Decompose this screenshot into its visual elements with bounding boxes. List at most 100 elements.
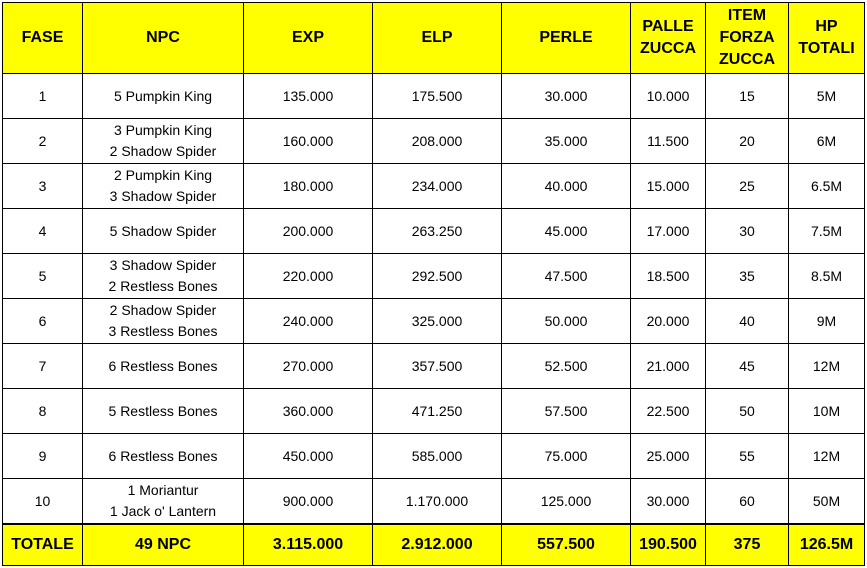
npc-line: 2 Pumpkin King bbox=[113, 167, 213, 183]
cell-palle: 11.500 bbox=[630, 118, 706, 164]
cell-elp: 471.250 bbox=[372, 388, 502, 434]
cell-npc: 5 Shadow Spider bbox=[82, 208, 244, 254]
npc-line: 5 Restless Bones bbox=[108, 402, 218, 419]
cell-hp: 10M bbox=[788, 388, 865, 434]
cell-hp: 9M bbox=[788, 298, 865, 344]
cell-elp: 357.500 bbox=[372, 343, 502, 389]
table-row: 4 5 Shadow Spider 200.000 263.250 45.000 17.0… bbox=[2, 208, 865, 254]
totals-npc: 49 NPC bbox=[82, 523, 244, 566]
cell-palle: 15.000 bbox=[630, 163, 706, 209]
table-row: 10 1 Moriantur 1 Jack o' Lantern 900.000 1.1… bbox=[2, 478, 865, 525]
cell-hp: 12M bbox=[788, 343, 865, 389]
cell-elp: 263.250 bbox=[372, 208, 502, 254]
cell-fase: 9 bbox=[2, 433, 83, 479]
totals-perle: 557.500 bbox=[501, 523, 631, 566]
cell-item: 15 bbox=[705, 73, 789, 119]
cell-elp: 292.500 bbox=[372, 253, 502, 299]
cell-exp: 450.000 bbox=[243, 433, 373, 479]
header-item-forza-zucca: ITEM FORZA ZUCCA bbox=[705, 2, 789, 74]
cell-palle: 20.000 bbox=[630, 298, 706, 344]
table-row: 6 2 Shadow Spider 3 Restless Bones 240.000 3… bbox=[2, 298, 865, 344]
header-item-line2: FORZA bbox=[719, 29, 775, 46]
totals-exp: 3.115.000 bbox=[243, 523, 373, 566]
cell-npc: 1 Moriantur 1 Jack o' Lantern bbox=[82, 478, 244, 525]
cell-hp: 8.5M bbox=[788, 253, 865, 299]
header-exp: EXP bbox=[243, 2, 373, 74]
cell-item: 60 bbox=[705, 478, 789, 525]
cell-item: 50 bbox=[705, 388, 789, 434]
cell-palle: 17.000 bbox=[630, 208, 706, 254]
cell-palle: 25.000 bbox=[630, 433, 706, 479]
npc-line: 6 Restless Bones bbox=[108, 357, 218, 374]
cell-item: 40 bbox=[705, 298, 789, 344]
cell-exp: 180.000 bbox=[243, 163, 373, 209]
cell-fase: 1 bbox=[2, 73, 83, 119]
header-item-line3: ZUCCA bbox=[719, 51, 775, 68]
cell-exp: 200.000 bbox=[243, 208, 373, 254]
cell-palle: 18.500 bbox=[630, 253, 706, 299]
cell-npc: 2 Shadow Spider 3 Restless Bones bbox=[82, 298, 244, 344]
cell-elp: 208.000 bbox=[372, 118, 502, 164]
npc-line: 6 Restless Bones bbox=[108, 447, 218, 464]
cell-elp: 175.500 bbox=[372, 73, 502, 119]
npc-line: 3 Restless Bones bbox=[108, 323, 218, 339]
cell-item: 20 bbox=[705, 118, 789, 164]
cell-elp: 325.000 bbox=[372, 298, 502, 344]
cell-perle: 125.000 bbox=[501, 478, 631, 525]
cell-exp: 270.000 bbox=[243, 343, 373, 389]
table-row: 8 5 Restless Bones 360.000 471.250 57.500 22.… bbox=[2, 388, 865, 434]
cell-perle: 52.500 bbox=[501, 343, 631, 389]
npc-line: 5 Pumpkin King bbox=[113, 87, 213, 104]
cell-elp: 1.170.000 bbox=[372, 478, 502, 525]
header-row: FASE NPC EXP ELP PERLE PALLE ZUCCA ITEM … bbox=[2, 2, 865, 74]
totals-row: TOTALE 49 NPC 3.115.000 2.912.000 557.50… bbox=[2, 523, 865, 566]
cell-hp: 7.5M bbox=[788, 208, 865, 254]
cell-npc: 5 Restless Bones bbox=[82, 388, 244, 434]
cell-perle: 47.500 bbox=[501, 253, 631, 299]
cell-item: 30 bbox=[705, 208, 789, 254]
cell-item: 55 bbox=[705, 433, 789, 479]
cell-fase: 10 bbox=[2, 478, 83, 525]
npc-line: 2 Restless Bones bbox=[108, 278, 218, 294]
cell-npc: 6 Restless Bones bbox=[82, 433, 244, 479]
table-row: 5 3 Shadow Spider 2 Restless Bones 220.000 2… bbox=[2, 253, 865, 299]
cell-exp: 360.000 bbox=[243, 388, 373, 434]
cell-exp: 135.000 bbox=[243, 73, 373, 119]
cell-perle: 50.000 bbox=[501, 298, 631, 344]
header-palle-line1: PALLE bbox=[642, 18, 694, 35]
cell-palle: 22.500 bbox=[630, 388, 706, 434]
header-fase: FASE bbox=[2, 2, 83, 74]
cell-fase: 8 bbox=[2, 388, 83, 434]
cell-exp: 900.000 bbox=[243, 478, 373, 525]
cell-fase: 6 bbox=[2, 298, 83, 344]
npc-line: 3 Shadow Spider bbox=[109, 188, 217, 204]
cell-npc: 2 Pumpkin King 3 Shadow Spider bbox=[82, 163, 244, 209]
npc-line: 2 Shadow Spider bbox=[109, 302, 217, 318]
cell-hp: 50M bbox=[788, 478, 865, 525]
cell-perle: 40.000 bbox=[501, 163, 631, 209]
npc-line: 3 Shadow Spider bbox=[109, 257, 217, 273]
cell-exp: 240.000 bbox=[243, 298, 373, 344]
totals-item: 375 bbox=[705, 523, 789, 566]
header-elp: ELP bbox=[372, 2, 502, 74]
totals-hp: 126.5M bbox=[788, 523, 865, 566]
cell-hp: 12M bbox=[788, 433, 865, 479]
cell-fase: 7 bbox=[2, 343, 83, 389]
totals-palle: 190.500 bbox=[630, 523, 706, 566]
table-row: 3 2 Pumpkin King 3 Shadow Spider 180.000 234… bbox=[2, 163, 865, 209]
cell-palle: 10.000 bbox=[630, 73, 706, 119]
cell-item: 35 bbox=[705, 253, 789, 299]
totals-elp: 2.912.000 bbox=[372, 523, 502, 566]
cell-perle: 57.500 bbox=[501, 388, 631, 434]
cell-exp: 220.000 bbox=[243, 253, 373, 299]
cell-perle: 75.000 bbox=[501, 433, 631, 479]
header-palle-zucca: PALLE ZUCCA bbox=[630, 2, 706, 74]
cell-perle: 45.000 bbox=[501, 208, 631, 254]
npc-line: 3 Pumpkin King bbox=[113, 122, 213, 138]
table-row: 1 5 Pumpkin King 135.000 175.500 30.000 10.00… bbox=[2, 73, 865, 119]
cell-palle: 30.000 bbox=[630, 478, 706, 525]
cell-perle: 30.000 bbox=[501, 73, 631, 119]
header-item-line1: ITEM bbox=[727, 7, 767, 24]
